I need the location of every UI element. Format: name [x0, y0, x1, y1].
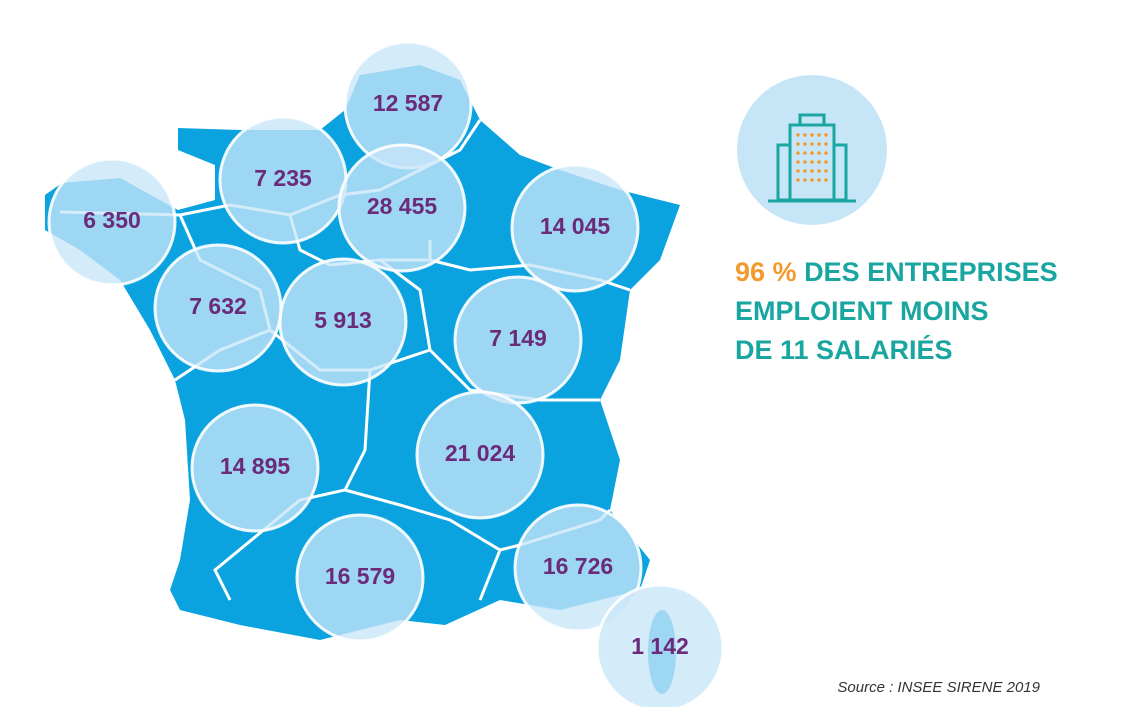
window-dot	[796, 151, 800, 155]
region-value: 16 726	[543, 553, 613, 579]
region-bubble	[595, 583, 725, 707]
window-dot	[824, 151, 828, 155]
window-dot	[817, 178, 821, 182]
region-value: 28 455	[367, 193, 438, 219]
window-dot	[810, 178, 814, 182]
window-dot	[810, 142, 814, 146]
window-dot	[824, 142, 828, 146]
window-dot	[810, 133, 814, 137]
window-dot	[810, 169, 814, 173]
window-dot	[824, 133, 828, 137]
window-dot	[824, 169, 828, 173]
headline-highlight: 96 %	[735, 257, 797, 287]
region-value: 7 149	[489, 325, 547, 351]
window-dot	[796, 133, 800, 137]
window-dot	[810, 151, 814, 155]
region-value: 16 579	[325, 563, 395, 589]
window-dot	[824, 160, 828, 164]
region-bubble	[337, 143, 467, 273]
headline-line2: EMPLOIENT MOINS	[735, 296, 989, 326]
region-bubble	[190, 403, 320, 533]
window-dot	[803, 142, 807, 146]
region-bubble	[510, 163, 640, 293]
window-dot	[796, 142, 800, 146]
region-bubble	[47, 157, 177, 287]
headline-line3: DE 11 SALARIÉS	[735, 334, 953, 365]
window-dot	[796, 178, 800, 182]
window-dot	[817, 151, 821, 155]
headline-line1: 96 % DES ENTREPRISES	[735, 257, 1058, 287]
region-value: 7 632	[189, 293, 247, 319]
window-dot	[796, 160, 800, 164]
building-icon	[768, 113, 856, 203]
window-dot	[817, 133, 821, 137]
region-value: 5 913	[314, 307, 372, 333]
region-bubble	[513, 503, 643, 633]
window-dot	[817, 160, 821, 164]
region-bubble	[278, 257, 408, 387]
icon-background	[737, 75, 887, 225]
region-value: 14 045	[540, 213, 611, 239]
region-value: 7 235	[254, 165, 312, 191]
window-dot	[824, 178, 828, 182]
headline-text: DES ENTREPRISES	[804, 257, 1058, 287]
window-dot	[803, 133, 807, 137]
region-value: 6 350	[83, 207, 141, 233]
window-dot	[817, 169, 821, 173]
window-dot	[803, 169, 807, 173]
region-bubble	[295, 513, 425, 643]
window-dot	[796, 169, 800, 173]
source: Source : INSEE SIRENE 2019	[837, 679, 1040, 696]
window-dot	[810, 160, 814, 164]
window-dot	[803, 160, 807, 164]
window-dot	[817, 142, 821, 146]
window-dot	[803, 178, 807, 182]
window-dot	[803, 151, 807, 155]
region-value: 1 142	[631, 633, 689, 659]
window-dots	[796, 133, 828, 182]
region-value: 21 024	[445, 440, 516, 466]
region-value: 12 587	[373, 90, 443, 116]
region-value: 14 895	[220, 453, 291, 479]
region-bubble	[415, 390, 545, 520]
